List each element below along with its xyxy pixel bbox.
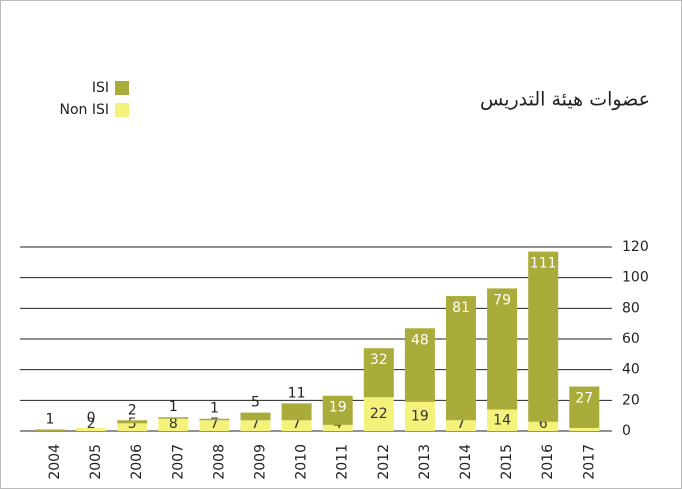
- legend-swatch: [115, 103, 129, 117]
- data-label: 81: [452, 300, 470, 316]
- bar-segment: [569, 427, 600, 431]
- data-label: 11: [288, 385, 306, 401]
- bar-segment: [281, 403, 312, 421]
- bar-segment: [158, 417, 189, 419]
- bar-segment: [363, 397, 394, 431]
- x-tick-label: 2012: [376, 444, 392, 480]
- x-tick-label: 2006: [129, 444, 145, 480]
- bar-segment: [528, 421, 559, 431]
- data-label: 19: [329, 400, 347, 416]
- y-tick-label: 100: [622, 270, 649, 286]
- bar-segment: [487, 409, 518, 431]
- y-tick-label: 60: [622, 331, 640, 347]
- data-label: 1: [46, 411, 55, 427]
- data-label: 7: [457, 416, 466, 432]
- data-label: 7: [251, 416, 260, 432]
- data-label: 14: [493, 412, 511, 428]
- x-tick-label: 2009: [253, 444, 269, 480]
- bar-segment: [76, 427, 107, 431]
- data-label: 1: [169, 399, 178, 415]
- bar-segment: [363, 348, 394, 398]
- x-tick-label: 2015: [499, 444, 515, 480]
- bar-segment: [446, 420, 476, 431]
- x-tick-label: 2014: [458, 444, 474, 480]
- bar-segment: [117, 420, 148, 424]
- data-label: 19: [411, 408, 429, 424]
- data-label: 1: [210, 401, 219, 417]
- y-tick-label: 20: [622, 392, 640, 408]
- x-tick-label: 2007: [170, 444, 186, 480]
- x-tick-label: 2016: [540, 444, 556, 480]
- bar-segment: [404, 328, 435, 402]
- bar-segment: [199, 420, 230, 431]
- legend-label: Non ISI: [59, 102, 109, 118]
- x-tick-label: 2011: [335, 444, 351, 480]
- data-label: 0: [87, 410, 96, 426]
- bar-segment: [487, 288, 518, 410]
- bar-segment: [240, 412, 271, 421]
- bar-segment: [240, 420, 271, 431]
- x-tick-label: 2005: [88, 444, 104, 480]
- data-label: 32: [370, 352, 388, 368]
- y-tick-label: 0: [622, 423, 631, 439]
- data-label: 7: [210, 416, 219, 432]
- legend-label: ISI: [92, 80, 109, 96]
- data-label: 48: [411, 332, 429, 348]
- data-label: 27: [575, 391, 593, 407]
- bar-segment: [404, 401, 435, 431]
- bar-segment: [158, 418, 189, 431]
- data-label: 111: [530, 256, 557, 272]
- bar-segment: [322, 395, 353, 425]
- bar-segment: [281, 420, 312, 431]
- bar-segment: [569, 386, 600, 428]
- bar-segment: [528, 251, 559, 422]
- bar-segment: [117, 423, 148, 431]
- x-tick-label: 2004: [47, 444, 63, 480]
- data-label: 6: [539, 416, 548, 432]
- y-tick-label: 80: [622, 300, 640, 316]
- data-label: 22: [370, 406, 388, 422]
- y-tick-label: 40: [622, 362, 640, 378]
- bar-segment: [322, 424, 353, 431]
- data-label: 7: [292, 416, 301, 432]
- x-tick-label: 2017: [581, 444, 597, 480]
- data-label: 8: [169, 416, 178, 432]
- data-label: 2: [128, 402, 137, 418]
- data-label: 5: [128, 416, 137, 432]
- y-tick-label: 120: [622, 239, 649, 255]
- bar-segment: [35, 429, 65, 431]
- data-label: 5: [251, 395, 260, 411]
- bar-segment: [446, 296, 476, 421]
- legend-swatch: [115, 81, 129, 95]
- x-tick-label: 2013: [417, 444, 433, 480]
- data-label: 2: [87, 416, 96, 432]
- x-tick-label: 2010: [294, 444, 310, 480]
- bar-segment: [199, 418, 230, 421]
- chart-title: عضوات هيئة التدريس: [480, 89, 650, 111]
- data-label: 79: [493, 292, 511, 308]
- x-tick-label: 2008: [211, 444, 227, 480]
